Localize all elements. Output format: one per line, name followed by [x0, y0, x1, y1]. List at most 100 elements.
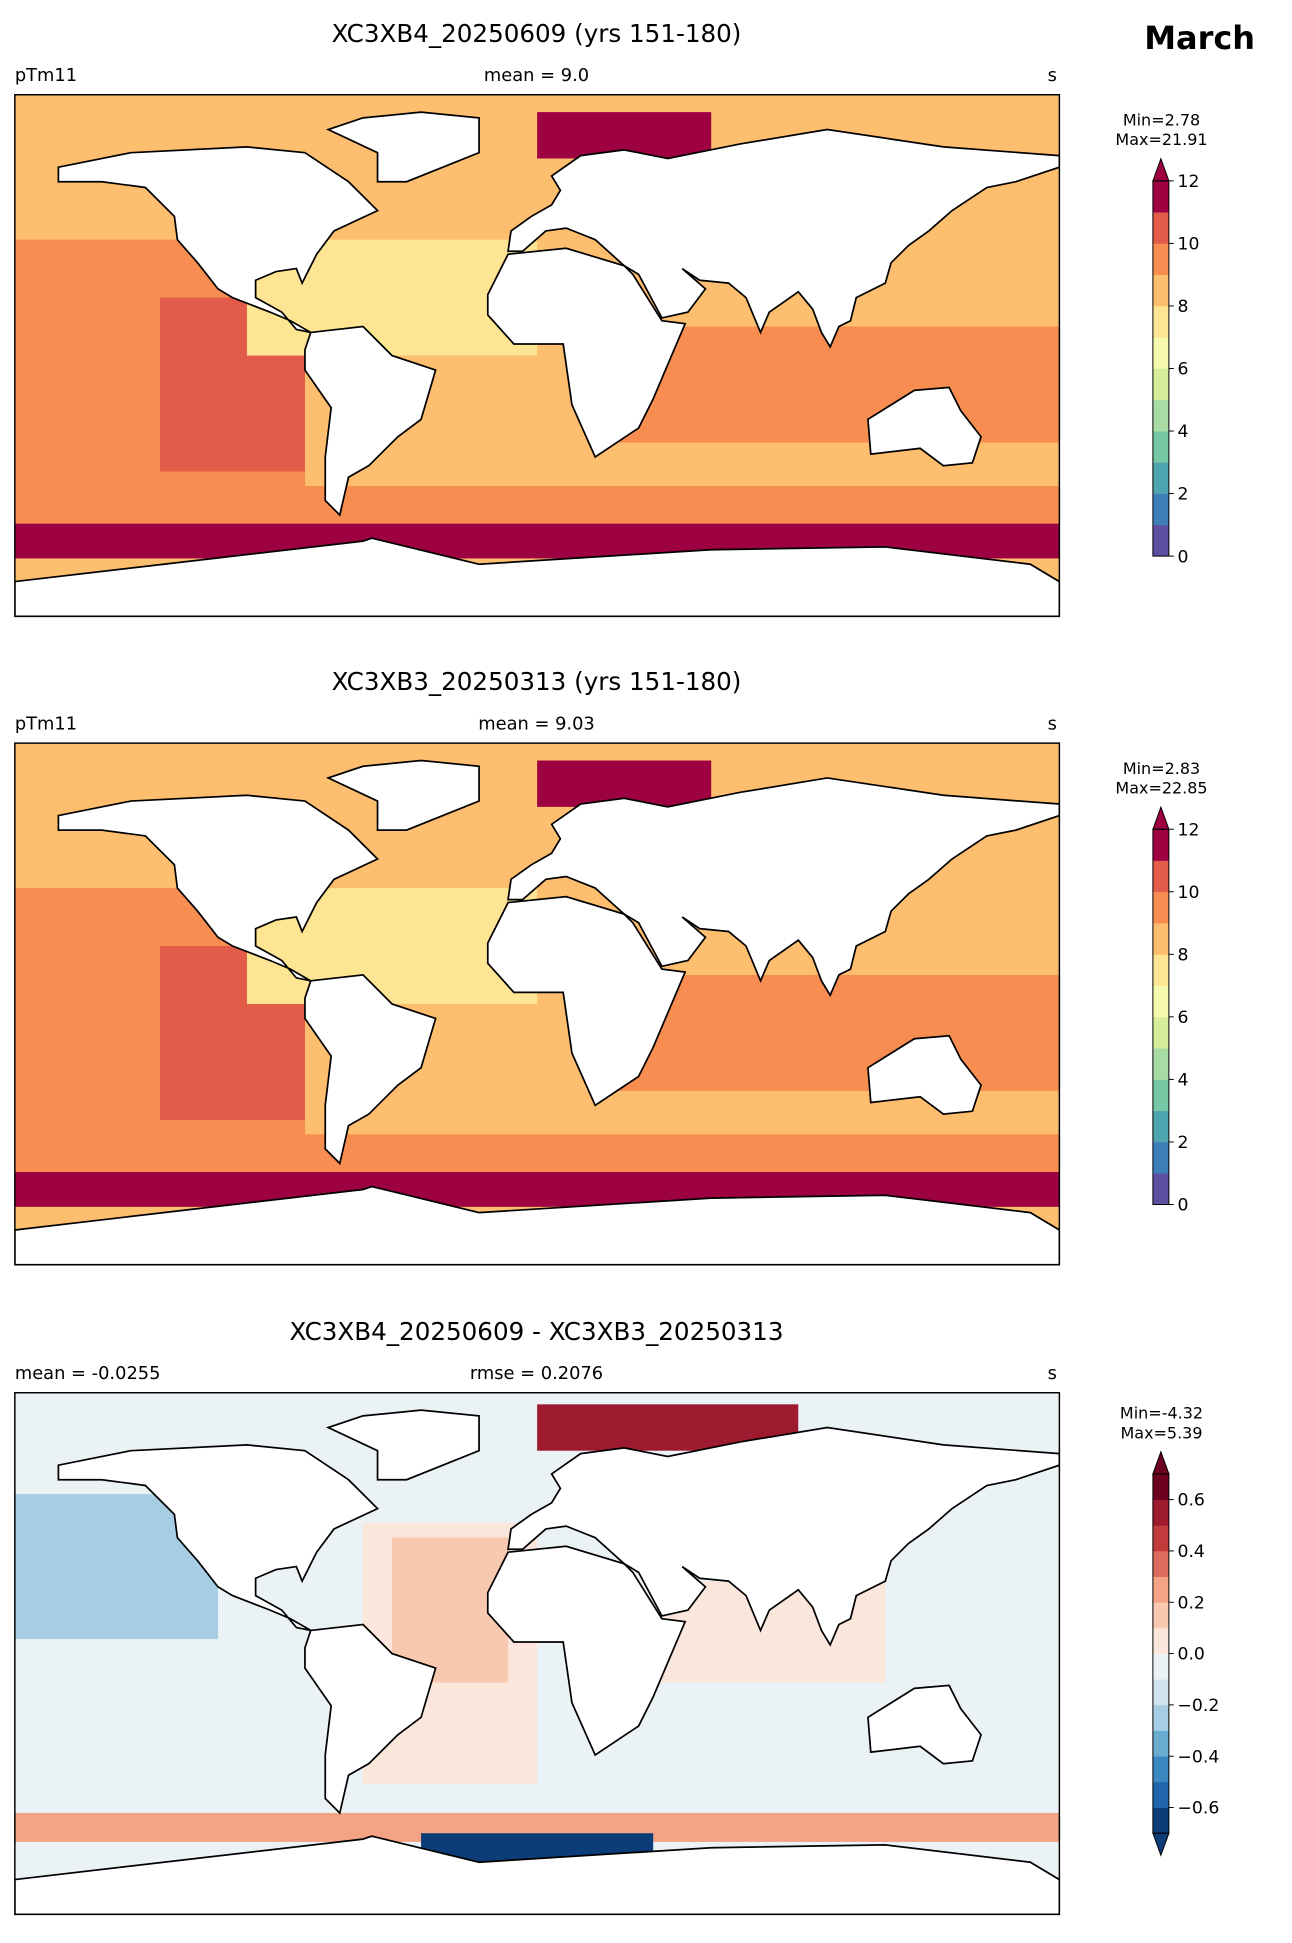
land	[304, 1623, 437, 1815]
colorbar-tick-label: 12	[1178, 820, 1200, 840]
land	[14, 537, 1060, 617]
colorbar-segment	[1152, 1141, 1169, 1174]
units-label: s	[1048, 1363, 1057, 1384]
colorbar-segment	[1152, 524, 1169, 557]
colorbar-segment	[1152, 1756, 1169, 1783]
colorbar-tick-label: 2	[1178, 1133, 1189, 1153]
map-frame	[14, 93, 1061, 618]
colorbar-tick-label: −0.6	[1178, 1799, 1220, 1819]
colorbar-tick-label: 0.4	[1178, 1542, 1205, 1562]
colorbar-segment	[1152, 1807, 1169, 1834]
colorbar-extend	[1152, 1450, 1170, 1475]
land	[867, 1034, 982, 1115]
colorbar-segment	[1152, 212, 1169, 244]
land	[304, 974, 437, 1166]
colorbar-tick-label: 0.2	[1178, 1593, 1205, 1613]
colorbar-segment	[1152, 1473, 1169, 1500]
panel-title: XC3XB3_20250313 (yrs 151-180)	[332, 667, 742, 696]
colorbar-tick-label: 10	[1178, 883, 1200, 903]
colorbar-tick-label: 0.0	[1178, 1645, 1205, 1665]
colorbar-tick-label: 0.6	[1178, 1491, 1205, 1511]
ocean-band	[14, 485, 1060, 530]
min-text: Min=-4.32	[1120, 1404, 1203, 1423]
land	[14, 1835, 1060, 1915]
colorbar-tick-label: 2	[1178, 485, 1189, 505]
center-label: mean = 9.03	[478, 714, 595, 735]
colorbar-segment	[1152, 829, 1169, 861]
colorbar-segment	[1152, 243, 1169, 276]
panel: XC3XB4_20250609 (yrs 151-180) pTm11 mean =…	[14, 19, 1208, 618]
colorbar-segment	[1152, 985, 1169, 1018]
land	[14, 1185, 1060, 1265]
land	[507, 1426, 1060, 1647]
center-label: mean = 9.0	[484, 65, 589, 86]
panel-title: XC3XB4_20250609 - XC3XB3_20250313	[290, 1317, 784, 1346]
colorbar-tick-label: 10	[1178, 235, 1200, 255]
colorbar-segment	[1152, 1679, 1169, 1706]
land	[507, 777, 1060, 998]
left-label: pTm11	[15, 65, 77, 86]
max-text: Max=5.39	[1120, 1423, 1202, 1442]
colorbar-segment	[1152, 1704, 1169, 1731]
colorbar-segment	[1152, 274, 1169, 307]
colorbar-tick-label: 12	[1178, 172, 1200, 192]
land	[57, 146, 380, 334]
colorbar-tick-label: 8	[1178, 945, 1189, 965]
colorbar-tick-label: 4	[1178, 422, 1189, 442]
colorbar-segment	[1152, 860, 1169, 893]
colorbar-segment	[1152, 305, 1169, 338]
colorbar-segment	[1152, 923, 1169, 955]
land	[304, 325, 437, 517]
colorbar-segment	[1152, 431, 1169, 463]
colorbar-segment	[1152, 180, 1169, 213]
ocean-band	[14, 1134, 1060, 1178]
colorbar-segment	[1152, 462, 1169, 494]
left-label: pTm11	[15, 714, 77, 735]
colorbar-tick-label: 0	[1178, 1196, 1189, 1216]
colorbar-segment	[1152, 891, 1169, 924]
map-field	[14, 94, 1060, 617]
colorbar-tick-label: 6	[1178, 1008, 1189, 1028]
colorbar-segment	[1152, 1730, 1169, 1757]
figure-title: March	[1144, 19, 1255, 57]
colorbar-segment	[1152, 493, 1169, 526]
land	[507, 128, 1060, 349]
colorbar-segment	[1152, 1173, 1169, 1205]
colorbar-segment	[1152, 1110, 1169, 1143]
colorbar-tick-label: 0	[1178, 547, 1189, 567]
land	[57, 1444, 380, 1632]
colorbar-segment	[1152, 1602, 1169, 1629]
colorbar-tick-label: −0.4	[1178, 1747, 1220, 1767]
land	[325, 759, 480, 831]
colorbar-extend	[1152, 805, 1170, 830]
land	[325, 1409, 480, 1481]
colorbar-segment	[1152, 1653, 1169, 1680]
colorbar-segment	[1152, 954, 1169, 986]
land	[867, 1684, 982, 1765]
panel: XC3XB3_20250313 (yrs 151-180) pTm11 mean =…	[14, 667, 1208, 1266]
colorbar-tick-label: 8	[1178, 297, 1189, 317]
land	[486, 247, 687, 459]
colorbar-extend	[1152, 1832, 1170, 1857]
colorbar-segment	[1152, 1550, 1169, 1577]
colorbar-segment	[1152, 1627, 1169, 1654]
colorbar-segment	[1152, 1016, 1169, 1049]
max-text: Max=22.85	[1115, 779, 1207, 798]
min-text: Min=2.78	[1123, 110, 1200, 129]
max-text: Max=21.91	[1115, 130, 1207, 149]
land	[867, 386, 982, 467]
map-frame	[14, 1391, 1061, 1916]
colorbar-tick-label: −0.2	[1178, 1696, 1220, 1716]
colorbar-tick-label: 6	[1178, 360, 1189, 380]
colorbar-segment	[1152, 368, 1169, 401]
colorbar-segment	[1152, 1576, 1169, 1603]
panel-title: XC3XB4_20250609 (yrs 151-180)	[332, 19, 742, 48]
colorbar-extend	[1152, 157, 1170, 182]
map-field	[14, 1392, 1060, 1915]
units-label: s	[1048, 714, 1057, 735]
left-label: mean = -0.0255	[15, 1363, 161, 1384]
min-text: Min=2.83	[1123, 759, 1200, 778]
colorbar-segment	[1152, 1499, 1169, 1526]
